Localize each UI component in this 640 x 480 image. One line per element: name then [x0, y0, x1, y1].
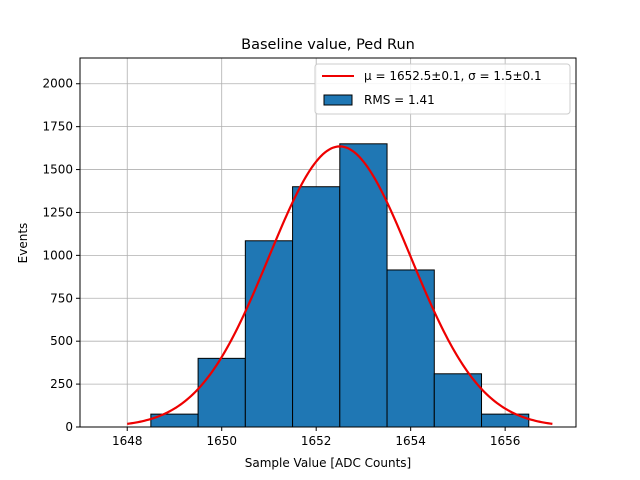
- x-tick-label: 1648: [112, 434, 143, 448]
- histogram-bar: [197, 357, 246, 428]
- gaussian-fit-curve: [127, 145, 553, 425]
- y-tick-label: 1000: [42, 248, 73, 262]
- chart-title: Baseline value, Ped Run: [241, 37, 415, 53]
- legend-histogram-swatch: [323, 94, 353, 106]
- histogram-bars: [150, 143, 530, 428]
- legend-histogram-label: RMS = 1.41: [364, 93, 435, 107]
- y-tick-label: 750: [50, 291, 73, 305]
- fit-layer: [127, 145, 553, 425]
- y-axis-label: Events: [16, 223, 30, 264]
- y-tick-label: 250: [50, 377, 73, 391]
- legend-box: [314, 63, 571, 115]
- x-tick-label: 1650: [206, 434, 237, 448]
- y-axis-ticks: 0 250 500 750 1000 1250 1500 1750 2000: [42, 77, 80, 434]
- histogram-bar: [292, 186, 341, 428]
- x-tick-label: 1652: [301, 434, 332, 448]
- y-tick-label: 1250: [42, 205, 73, 219]
- x-tick-label: 1656: [490, 434, 521, 448]
- y-tick-label: 1500: [42, 163, 73, 177]
- x-tick-label: 1654: [395, 434, 426, 448]
- y-tick-label: 2000: [42, 77, 73, 91]
- y-tick-label: 1750: [42, 120, 73, 134]
- x-axis-label: Sample Value [ADC Counts]: [245, 456, 411, 470]
- legend-fit-label: μ = 1652.5±0.1, σ = 1.5±0.1: [364, 69, 542, 83]
- legend: μ = 1652.5±0.1, σ = 1.5±0.1 RMS = 1.41: [314, 63, 571, 115]
- plot-frame: [79, 57, 577, 428]
- y-tick-label: 500: [50, 334, 73, 348]
- histogram-bar: [244, 240, 294, 428]
- x-axis-ticks: 1648 1650 1652 1654 1656: [112, 427, 520, 448]
- y-tick-label: 0: [65, 420, 73, 434]
